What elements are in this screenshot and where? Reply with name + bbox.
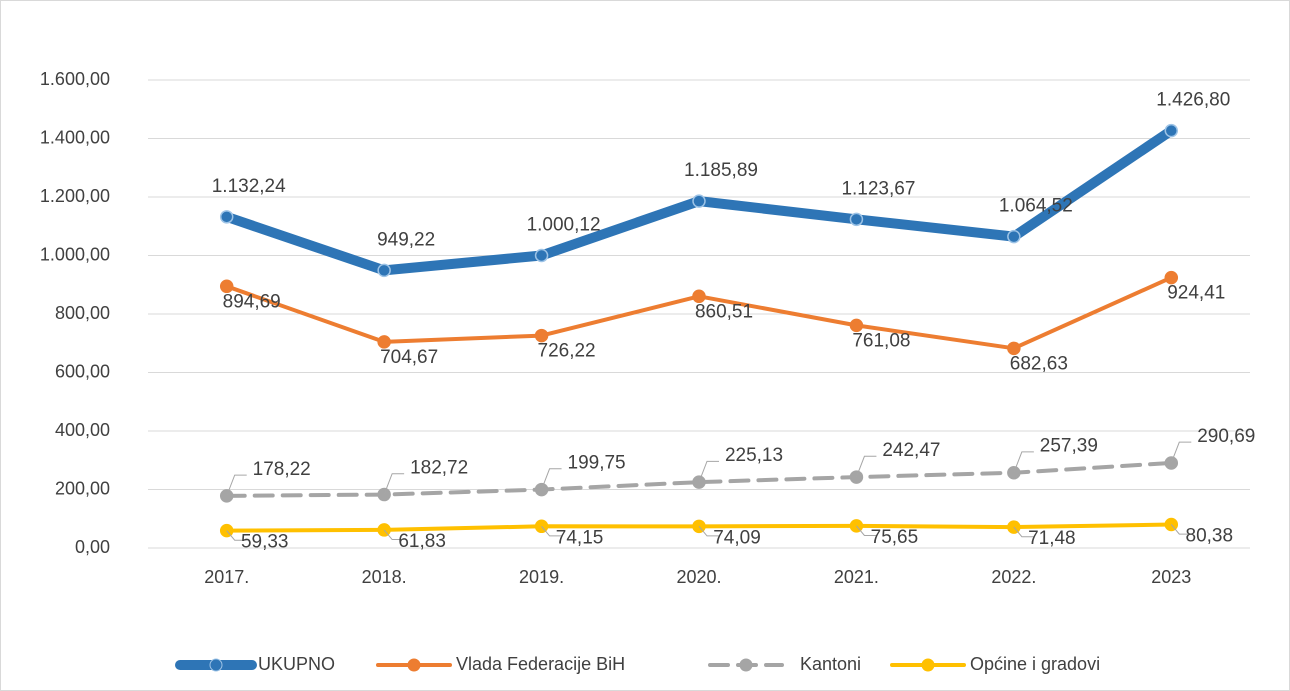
x-tick-label: 2018. bbox=[362, 567, 407, 587]
data-label: 199,75 bbox=[568, 453, 626, 474]
leader-line bbox=[698, 526, 719, 537]
leader-line bbox=[541, 525, 562, 537]
data-label: 59,33 bbox=[241, 532, 289, 553]
leader-line bbox=[855, 455, 877, 478]
x-tick-label: 2023 bbox=[1151, 567, 1191, 587]
leader-line bbox=[226, 474, 247, 497]
y-tick-label: 200,00 bbox=[55, 478, 110, 498]
data-label: 1.426,80 bbox=[1156, 90, 1230, 111]
data-label: 290,69 bbox=[1197, 426, 1255, 447]
marker bbox=[849, 212, 864, 227]
data-label: 704,67 bbox=[380, 347, 438, 368]
leader-line bbox=[541, 468, 562, 490]
legend-label: UKUPNO bbox=[258, 654, 335, 674]
data-label: 71,48 bbox=[1028, 528, 1076, 549]
data-label: 225,13 bbox=[725, 445, 783, 466]
data-label: 1.185,89 bbox=[684, 160, 758, 181]
marker bbox=[692, 194, 706, 208]
leader-line bbox=[1170, 441, 1192, 464]
data-label: 61,83 bbox=[398, 531, 446, 552]
data-label: 682,63 bbox=[1010, 353, 1068, 374]
marker bbox=[534, 328, 549, 343]
data-label: 1.132,24 bbox=[212, 176, 286, 197]
marker bbox=[219, 210, 234, 224]
data-label: 80,38 bbox=[1186, 526, 1234, 547]
data-label: 860,51 bbox=[695, 301, 753, 322]
data-label: 761,08 bbox=[852, 330, 910, 351]
marker bbox=[1007, 341, 1021, 356]
legend-label: Vlada Federacije BiH bbox=[456, 654, 625, 674]
x-tick-label: 2022. bbox=[991, 567, 1036, 587]
data-label: 1.000,12 bbox=[527, 214, 601, 235]
y-tick-label: 1.400,00 bbox=[40, 127, 110, 147]
y-tick-label: 800,00 bbox=[55, 303, 110, 323]
leader-line bbox=[226, 530, 247, 541]
leader-line bbox=[856, 525, 877, 536]
data-label: 1.064,52 bbox=[999, 196, 1073, 217]
y-tick-label: 1.200,00 bbox=[40, 186, 110, 206]
marker bbox=[377, 263, 391, 278]
marker bbox=[1164, 123, 1179, 138]
data-label: 924,41 bbox=[1167, 283, 1225, 304]
data-label: 74,09 bbox=[713, 527, 761, 548]
x-tick-label: 2017. bbox=[204, 567, 249, 587]
leader-line bbox=[698, 460, 719, 483]
x-tick-label: 2021. bbox=[834, 567, 879, 587]
marker bbox=[219, 279, 234, 294]
legend-marker bbox=[739, 658, 753, 672]
marker bbox=[849, 318, 864, 333]
x-tick-label: 2019. bbox=[519, 567, 564, 587]
leader-line bbox=[383, 529, 405, 541]
leader-line bbox=[1013, 451, 1034, 473]
marker bbox=[377, 335, 391, 349]
data-label: 182,72 bbox=[410, 458, 468, 479]
leader-line bbox=[1013, 526, 1034, 538]
data-label: 242,47 bbox=[882, 440, 940, 461]
y-tick-label: 600,00 bbox=[55, 361, 110, 381]
data-label: 1.123,67 bbox=[841, 178, 915, 199]
data-label: 894,69 bbox=[223, 291, 281, 312]
y-tick-label: 1.000,00 bbox=[40, 244, 110, 264]
legend-marker bbox=[209, 658, 223, 672]
data-label: 949,22 bbox=[377, 229, 435, 250]
y-tick-label: 400,00 bbox=[55, 420, 110, 440]
leader-line bbox=[1170, 524, 1192, 535]
y-tick-label: 1.600,00 bbox=[40, 69, 110, 89]
data-label: 726,22 bbox=[538, 341, 596, 362]
legend-marker bbox=[407, 658, 421, 672]
y-tick-label: 0,00 bbox=[75, 537, 110, 557]
marker bbox=[1164, 270, 1179, 285]
marker bbox=[692, 289, 706, 304]
data-label: 257,39 bbox=[1040, 436, 1098, 457]
leader-line bbox=[383, 473, 405, 495]
x-tick-label: 2020. bbox=[676, 567, 721, 587]
data-label: 74,15 bbox=[556, 527, 604, 548]
marker bbox=[534, 248, 549, 263]
legend-label: Općine i gradovi bbox=[970, 654, 1100, 674]
marker bbox=[1007, 229, 1021, 244]
legend-marker bbox=[921, 658, 935, 672]
data-label: 75,65 bbox=[871, 527, 919, 548]
data-label: 178,22 bbox=[253, 459, 311, 480]
legend-label: Kantoni bbox=[800, 654, 861, 674]
